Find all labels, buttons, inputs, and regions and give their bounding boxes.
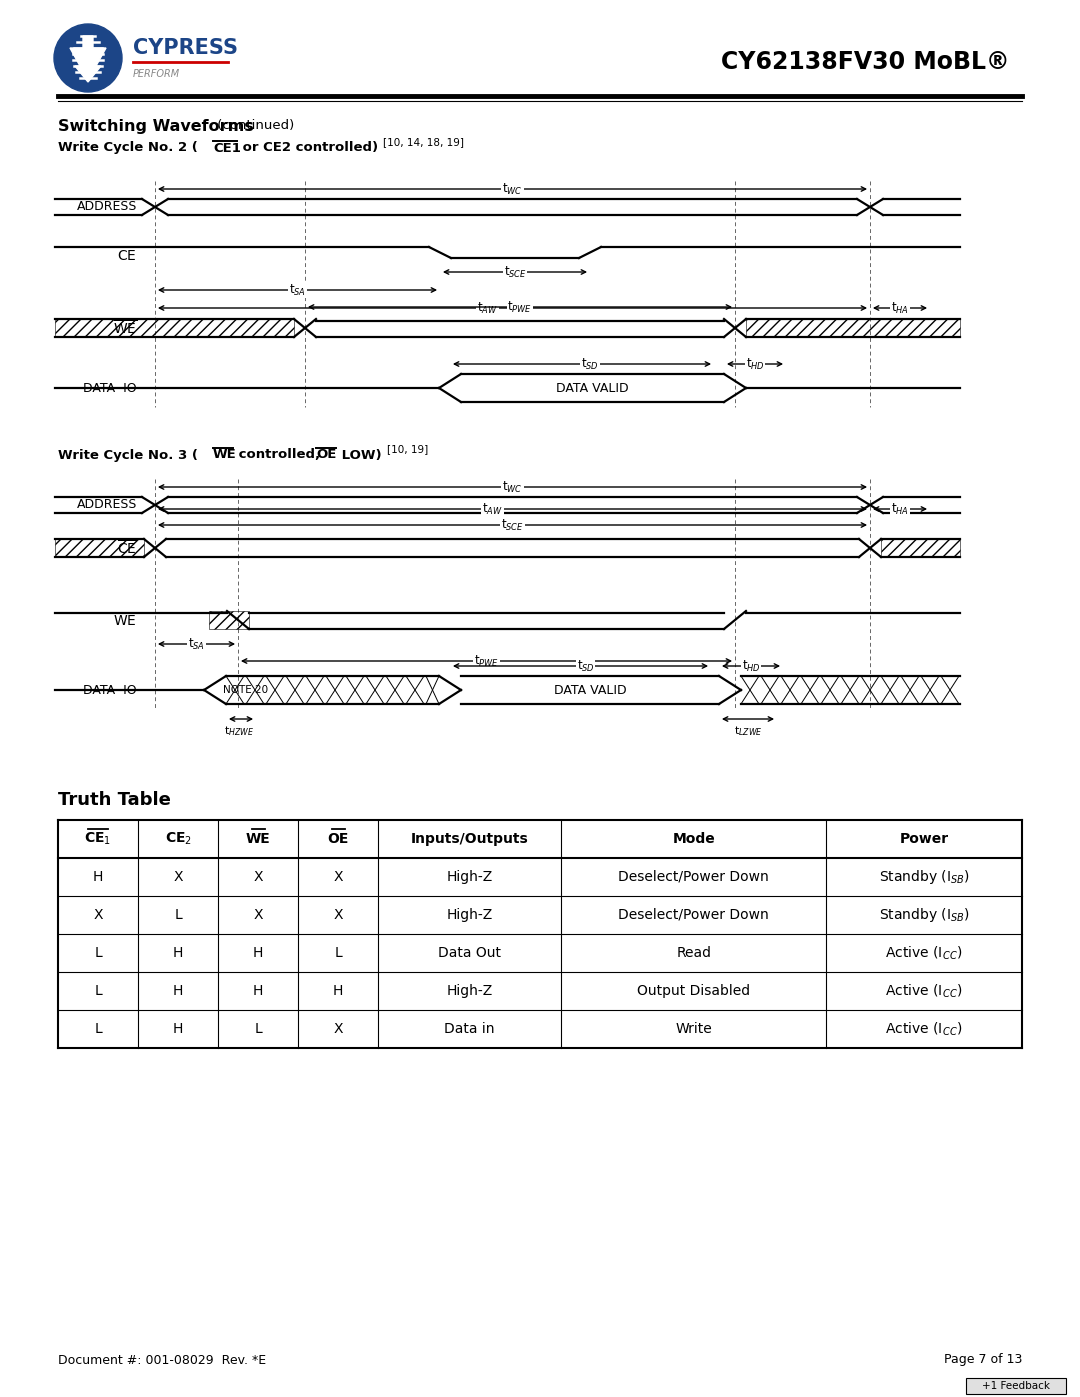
Text: t$_{SA}$: t$_{SA}$ (289, 282, 306, 298)
Text: Read: Read (676, 946, 712, 960)
Text: ADDRESS: ADDRESS (77, 499, 137, 511)
Text: CE1: CE1 (213, 141, 241, 155)
Text: CE$_2$: CE$_2$ (164, 831, 191, 847)
Text: t$_{WC}$: t$_{WC}$ (502, 182, 523, 197)
Text: Switching Waveforms: Switching Waveforms (58, 119, 254, 134)
Text: Active (I$_{CC}$): Active (I$_{CC}$) (886, 982, 963, 1000)
Text: X: X (334, 870, 342, 884)
Circle shape (54, 24, 122, 92)
Text: t$_{HZWE}$: t$_{HZWE}$ (224, 724, 254, 738)
Text: t$_{HA}$: t$_{HA}$ (891, 300, 909, 316)
Text: L: L (94, 983, 102, 997)
Text: DATA  IO: DATA IO (83, 683, 137, 697)
Text: t$_{HA}$: t$_{HA}$ (891, 502, 909, 517)
Text: CYPRESS: CYPRESS (133, 38, 238, 59)
Text: Inputs/Outputs: Inputs/Outputs (410, 833, 528, 847)
Text: Page 7 of 13: Page 7 of 13 (944, 1354, 1022, 1366)
Text: X: X (93, 908, 103, 922)
Text: ADDRESS: ADDRESS (77, 201, 137, 214)
Text: or CE2 controlled): or CE2 controlled) (238, 141, 382, 155)
Text: t$_{SA}$: t$_{SA}$ (188, 637, 205, 651)
Text: Mode: Mode (673, 833, 715, 847)
Text: High-Z: High-Z (446, 908, 492, 922)
Text: t$_{SD}$: t$_{SD}$ (581, 356, 599, 372)
Text: t$_{LZWE}$: t$_{LZWE}$ (733, 724, 762, 738)
Text: [10, 19]: [10, 19] (387, 444, 429, 454)
Text: DATA  IO: DATA IO (83, 381, 137, 394)
Text: Deselect/Power Down: Deselect/Power Down (619, 870, 769, 884)
Text: Write Cycle No. 2 (: Write Cycle No. 2 ( (58, 141, 198, 155)
Bar (210, 610, 249, 629)
Text: t$_{HD}$: t$_{HD}$ (745, 356, 765, 372)
Text: Document #: 001-08029  Rev. *E: Document #: 001-08029 Rev. *E (58, 1354, 266, 1366)
FancyBboxPatch shape (966, 1377, 1066, 1394)
Text: Active (I$_{CC}$): Active (I$_{CC}$) (886, 944, 963, 961)
Text: Power: Power (900, 833, 948, 847)
Text: +1 Feedback: +1 Feedback (982, 1382, 1050, 1391)
Text: NOTE 20: NOTE 20 (222, 685, 268, 694)
Text: DATA VALID: DATA VALID (554, 683, 626, 697)
Text: WE: WE (213, 448, 237, 461)
Text: Data Out: Data Out (438, 946, 501, 960)
Text: X: X (334, 908, 342, 922)
Text: L: L (94, 946, 102, 960)
Text: [10, 14, 18, 19]: [10, 14, 18, 19] (383, 137, 464, 147)
Text: t$_{WC}$: t$_{WC}$ (502, 479, 523, 495)
Text: H: H (93, 870, 104, 884)
Text: OE: OE (316, 448, 336, 461)
Text: X: X (254, 908, 262, 922)
Bar (881, 539, 960, 557)
Text: H: H (253, 946, 264, 960)
Bar (55, 539, 144, 557)
Text: Standby (I$_{SB}$): Standby (I$_{SB}$) (879, 907, 970, 923)
Text: t$_{PWE}$: t$_{PWE}$ (508, 299, 532, 314)
Text: t$_{AW}$: t$_{AW}$ (477, 300, 498, 316)
Text: PERFORM: PERFORM (133, 68, 180, 80)
Text: t$_{AW}$: t$_{AW}$ (482, 502, 503, 517)
Text: H: H (173, 1023, 184, 1037)
Text: Standby (I$_{SB}$): Standby (I$_{SB}$) (879, 868, 970, 886)
Text: controlled,: controlled, (234, 448, 325, 461)
Text: $\overline{\mathrm{CE}}$: $\overline{\mathrm{CE}}$ (117, 246, 137, 264)
Text: X: X (254, 870, 262, 884)
Text: High-Z: High-Z (446, 870, 492, 884)
Text: DATA VALID: DATA VALID (556, 381, 629, 394)
Text: CY62138FV30 MoBL®: CY62138FV30 MoBL® (721, 50, 1010, 74)
Text: L: L (174, 908, 181, 922)
Text: LOW): LOW) (337, 448, 387, 461)
Text: $\overline{\mathrm{WE}}$: $\overline{\mathrm{WE}}$ (112, 610, 137, 629)
Text: t$_{HD}$: t$_{HD}$ (742, 658, 760, 673)
Text: WE: WE (245, 833, 270, 847)
Text: Write Cycle No. 3 (: Write Cycle No. 3 ( (58, 448, 198, 461)
Bar (746, 319, 960, 337)
Text: Output Disabled: Output Disabled (637, 983, 751, 997)
Text: $\overline{\mathrm{WE}}$: $\overline{\mathrm{WE}}$ (112, 319, 137, 337)
Text: H: H (173, 946, 184, 960)
Text: Active (I$_{CC}$): Active (I$_{CC}$) (886, 1020, 963, 1038)
Text: L: L (94, 1023, 102, 1037)
Text: (continued): (continued) (213, 120, 294, 133)
Polygon shape (70, 36, 106, 82)
Text: High-Z: High-Z (446, 983, 492, 997)
Text: L: L (254, 1023, 262, 1037)
Text: t$_{PWE}$: t$_{PWE}$ (474, 654, 499, 669)
Text: H: H (173, 983, 184, 997)
Text: H: H (333, 983, 343, 997)
Bar (55, 319, 294, 337)
Text: $\overline{\mathrm{CE}}$: $\overline{\mathrm{CE}}$ (117, 539, 137, 557)
Text: H: H (253, 983, 264, 997)
Text: t$_{SCE}$: t$_{SCE}$ (503, 264, 526, 279)
Text: X: X (173, 870, 183, 884)
Text: X: X (334, 1023, 342, 1037)
Text: OE: OE (327, 833, 349, 847)
Text: Deselect/Power Down: Deselect/Power Down (619, 908, 769, 922)
Text: Truth Table: Truth Table (58, 791, 171, 809)
Text: CE$_1$: CE$_1$ (84, 831, 111, 847)
Text: t$_{SD}$: t$_{SD}$ (577, 658, 594, 673)
Text: L: L (334, 946, 342, 960)
Text: Write: Write (675, 1023, 712, 1037)
Text: Data in: Data in (444, 1023, 495, 1037)
Text: t$_{SCE}$: t$_{SCE}$ (501, 517, 524, 532)
